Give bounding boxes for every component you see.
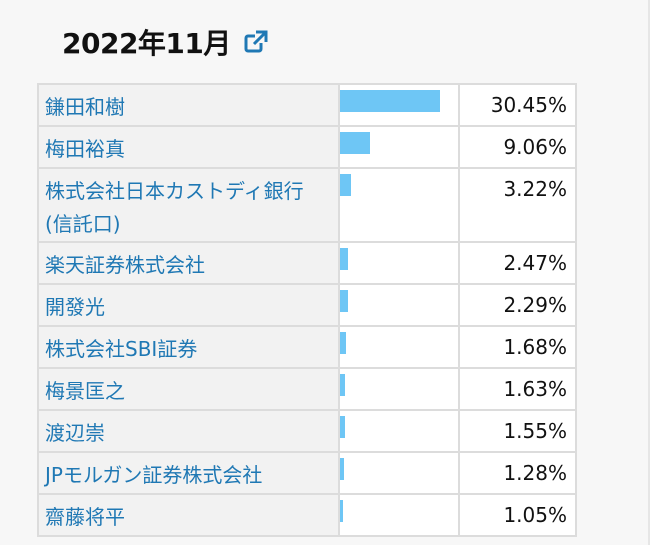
- ratio-bar: [339, 132, 370, 154]
- header: 2022年11月: [62, 22, 269, 62]
- table-row: 開發光 2.29%: [37, 283, 577, 327]
- shareholder-name-link[interactable]: 楽天証券株式会社: [45, 253, 205, 277]
- ratio-bar-cell: [337, 83, 461, 127]
- percent-value: 2.29%: [458, 283, 577, 327]
- table-row: 株式会社SBI証券 1.68%: [37, 325, 577, 369]
- shareholder-name-cell: 鎌田和樹: [37, 83, 340, 127]
- shareholder-name-cell: 渡辺崇: [37, 409, 340, 453]
- table-row: 株式会社日本カストディ銀行(信託口) 3.22%: [37, 167, 577, 243]
- ratio-bar: [339, 248, 348, 270]
- table-row: JPモルガン証券株式会社 1.28%: [37, 451, 577, 495]
- ratio-bar: [339, 458, 344, 480]
- ratio-bar: [339, 416, 345, 438]
- shareholder-name-cell: 齋藤将平: [37, 493, 340, 537]
- percent-value: 1.55%: [458, 409, 577, 453]
- percent-value: 1.05%: [458, 493, 577, 537]
- shareholder-name-link[interactable]: 株式会社日本カストディ銀行(信託口): [45, 179, 304, 236]
- ratio-bar-cell: [337, 367, 461, 411]
- shareholder-name-cell: 楽天証券株式会社: [37, 241, 340, 285]
- table-row: 齋藤将平 1.05%: [37, 493, 577, 537]
- table-row: 鎌田和樹 30.45%: [37, 83, 577, 127]
- ratio-bar: [339, 374, 345, 396]
- shareholder-name-link[interactable]: JPモルガン証券株式会社: [45, 463, 263, 487]
- shareholder-name-link[interactable]: 渡辺崇: [45, 421, 105, 445]
- shareholder-name-cell: 株式会社SBI証券: [37, 325, 340, 369]
- ratio-bar: [339, 290, 348, 312]
- shareholder-name-link[interactable]: 株式会社SBI証券: [45, 337, 198, 361]
- ratio-bar-cell: [337, 409, 461, 453]
- percent-value: 2.47%: [458, 241, 577, 285]
- table-row: 梅田裕真 9.06%: [37, 125, 577, 169]
- ratio-bar-cell: [337, 167, 461, 243]
- ratio-bar-cell: [337, 325, 461, 369]
- shareholder-name-cell: 梅田裕真: [37, 125, 340, 169]
- shareholder-name-link[interactable]: 梅田裕真: [45, 137, 125, 161]
- ratio-bar: [339, 174, 351, 196]
- shareholder-name-link[interactable]: 齋藤将平: [45, 505, 125, 529]
- shareholder-name-cell: 開發光: [37, 283, 340, 327]
- ratio-bar-cell: [337, 283, 461, 327]
- percent-value: 1.28%: [458, 451, 577, 495]
- ratio-bar: [339, 90, 440, 112]
- ratio-bar-cell: [337, 241, 461, 285]
- table-row: 渡辺崇 1.55%: [37, 409, 577, 453]
- external-link-icon[interactable]: [243, 29, 269, 55]
- percent-value: 30.45%: [458, 83, 577, 127]
- shareholder-name-link[interactable]: 開發光: [45, 295, 105, 319]
- page-title: 2022年11月: [62, 27, 231, 60]
- percent-value: 9.06%: [458, 125, 577, 169]
- ratio-bar: [339, 500, 343, 522]
- ratio-bar-cell: [337, 125, 461, 169]
- shareholder-name-cell: 株式会社日本カストディ銀行(信託口): [37, 167, 340, 243]
- shareholder-table: 鎌田和樹 30.45% 梅田裕真 9.06% 株式会社日本カストディ銀行(信託口) 3.2…: [37, 83, 577, 537]
- shareholder-name-cell: JPモルガン証券株式会社: [37, 451, 340, 495]
- percent-value: 3.22%: [458, 167, 577, 243]
- percent-value: 1.63%: [458, 367, 577, 411]
- shareholder-name-link[interactable]: 梅景匡之: [45, 379, 125, 403]
- percent-value: 1.68%: [458, 325, 577, 369]
- table-row: 楽天証券株式会社 2.47%: [37, 241, 577, 285]
- ratio-bar-cell: [337, 451, 461, 495]
- ratio-bar: [339, 332, 346, 354]
- shareholder-name-link[interactable]: 鎌田和樹: [45, 95, 125, 119]
- table-row: 梅景匡之 1.63%: [37, 367, 577, 411]
- ratio-bar-cell: [337, 493, 461, 537]
- shareholder-name-cell: 梅景匡之: [37, 367, 340, 411]
